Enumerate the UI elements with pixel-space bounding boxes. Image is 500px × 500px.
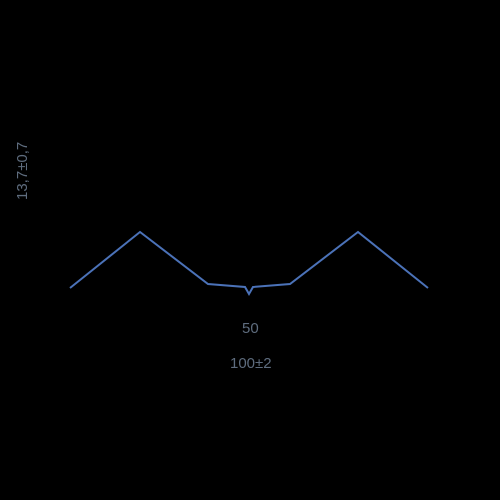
pitch-label: 100±2 — [230, 355, 272, 372]
profile-svg — [0, 0, 500, 500]
height-label: 13,7±0,7 — [14, 142, 31, 200]
profile-polyline — [70, 232, 428, 294]
profile-diagram: 13,7±0,7 50 100±2 — [0, 0, 500, 500]
half-pitch-label: 50 — [242, 320, 259, 337]
